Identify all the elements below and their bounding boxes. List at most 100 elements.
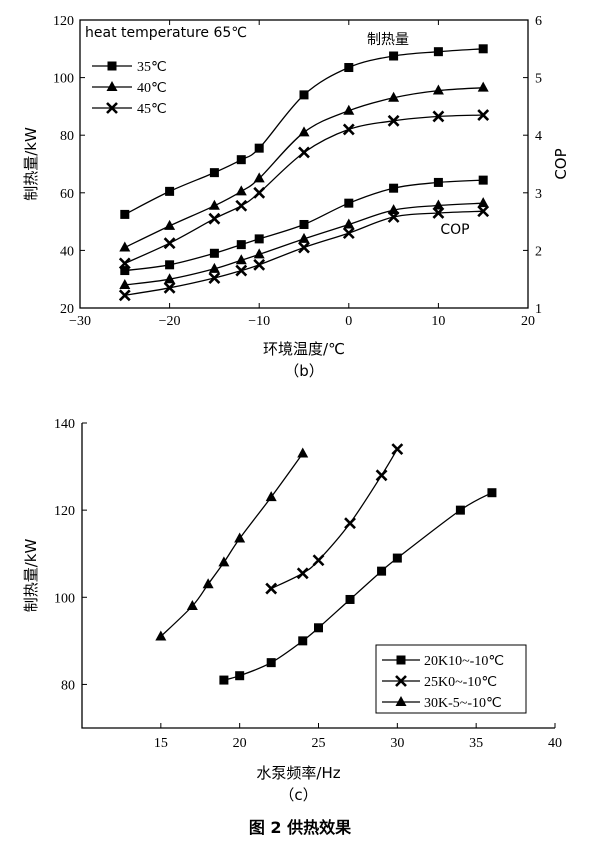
plot-c-point	[377, 566, 387, 576]
plot-b-point	[254, 234, 264, 244]
plot-b-ytick-label: 120	[53, 14, 74, 29]
plot-b-point	[477, 109, 490, 121]
plot-b-point	[164, 273, 176, 284]
plot-b-point	[120, 266, 130, 276]
plot-b-point	[477, 205, 490, 218]
plot-b-point	[253, 186, 266, 199]
plot-b-point	[433, 47, 443, 57]
plot-b-point	[299, 90, 309, 100]
plot-b-group-cop-label: COP	[440, 222, 469, 238]
plot-c-xtick-label: 40	[548, 736, 562, 751]
plot-b-ytick-label: 60	[60, 187, 74, 202]
plot-b-ytick-label: 80	[60, 129, 74, 144]
plot-b-point	[342, 227, 355, 240]
plot-b-series-heat-0-line	[124, 48, 484, 215]
plot-c-point	[266, 658, 276, 668]
plot-b-xtick-label: −20	[159, 314, 181, 329]
plot-c-point	[234, 532, 246, 543]
plot-b-point	[477, 197, 489, 208]
plot-b-group-heat-label: 制热量	[367, 32, 409, 48]
plot-b-series-heat-2-line	[124, 114, 484, 264]
plot-b-y2tick-label: 1	[535, 302, 542, 317]
plot-b-point	[118, 289, 131, 302]
plot-b-legend-marker	[106, 102, 118, 114]
plot-c-point	[265, 491, 277, 502]
plot-c-point	[487, 488, 497, 498]
plot-b-legend-label: 45℃	[137, 102, 167, 117]
plot-b-y2label: COP	[552, 148, 570, 179]
plot-b-legend-marker	[107, 61, 117, 71]
plot-c-point	[375, 469, 388, 482]
plot-b-point	[432, 110, 445, 123]
plot-b-xtick-label: 20	[521, 314, 535, 329]
plot-b-series-heat-1-line	[124, 87, 484, 249]
plot-b-series-cop-3-line	[124, 179, 484, 272]
plot-b-point	[253, 248, 265, 259]
plot-b-point	[344, 63, 354, 73]
plot-b-point	[165, 186, 175, 196]
plot-b-point	[432, 207, 445, 219]
plot-b-point	[389, 183, 399, 193]
plot-b-point	[236, 155, 246, 165]
plot-b-point	[208, 272, 221, 284]
figure-caption: 图 2 供热效果	[249, 818, 351, 837]
plot-b-point	[298, 232, 310, 243]
plot-b-point	[208, 262, 220, 273]
plot-c-xtick-label: 20	[233, 736, 247, 751]
plot-b-point	[299, 219, 309, 229]
plot-c-ylabel: 制热量/kW	[22, 539, 40, 613]
plot-b-xtick-label: 10	[431, 314, 445, 329]
plot-c-point	[219, 675, 229, 685]
plot-b-series-cop-4-line	[124, 202, 484, 286]
plot-b-point	[253, 258, 266, 271]
plot-b-point	[208, 199, 220, 210]
plot-c-legend-marker	[396, 655, 406, 665]
plot-b-xtick-label: −30	[69, 314, 91, 329]
plot-b-point	[163, 281, 176, 294]
plot-b-point	[236, 240, 246, 250]
plot-c-point	[345, 594, 355, 604]
plot-c-point	[218, 556, 230, 567]
plot-b-point	[163, 237, 176, 250]
plot-c-point	[155, 630, 167, 641]
plot-b-point	[235, 254, 247, 265]
plot-b-ytick-label: 100	[53, 72, 74, 87]
plot-b-point	[433, 177, 443, 187]
plot-b-point	[298, 146, 310, 159]
plot-b-point	[119, 278, 131, 289]
plot-b-legend-label: 40℃	[137, 81, 167, 96]
plot-b-y2tick-label: 3	[535, 187, 542, 202]
plot-c-xtick-label: 25	[312, 736, 326, 751]
plot-b-xtick-label: 0	[345, 314, 352, 329]
plot-c-point	[344, 517, 356, 530]
plot-b-point	[344, 198, 354, 208]
plot-b-y2tick-label: 5	[535, 72, 542, 87]
plot-c-point	[455, 505, 465, 515]
plot-c-point	[314, 623, 323, 633]
plot-c-point	[297, 447, 309, 458]
plot-b-point	[387, 114, 400, 127]
plot-c-point	[298, 636, 308, 646]
plot-c-point	[235, 671, 245, 681]
plot-b-xtick-label: −10	[248, 314, 270, 329]
plot-b-ytick-label: 40	[60, 244, 74, 259]
plot-b-point	[342, 123, 355, 136]
plot-b-point	[387, 211, 400, 223]
plot-c-point	[296, 567, 309, 580]
plot-b-ytick-label: 20	[60, 302, 74, 317]
plot-b-frame	[79, 19, 529, 309]
plot-b-point	[235, 199, 248, 212]
plot-b-point	[477, 81, 489, 92]
plot-b-y2tick-label: 4	[535, 129, 542, 144]
plot-b-point	[235, 264, 248, 277]
plot-c-legend-label: 20K10~-10℃	[424, 654, 504, 669]
plot-c-point	[312, 554, 325, 567]
plot-c-ytick-label: 120	[54, 504, 75, 519]
plot-b-legend-label: 35℃	[137, 60, 167, 75]
plot-c-point	[391, 443, 404, 456]
plot-c-legend-marker	[395, 696, 407, 706]
plot-b-point	[164, 219, 176, 230]
plot-b-point	[432, 84, 444, 95]
plot-b-point	[432, 199, 444, 210]
